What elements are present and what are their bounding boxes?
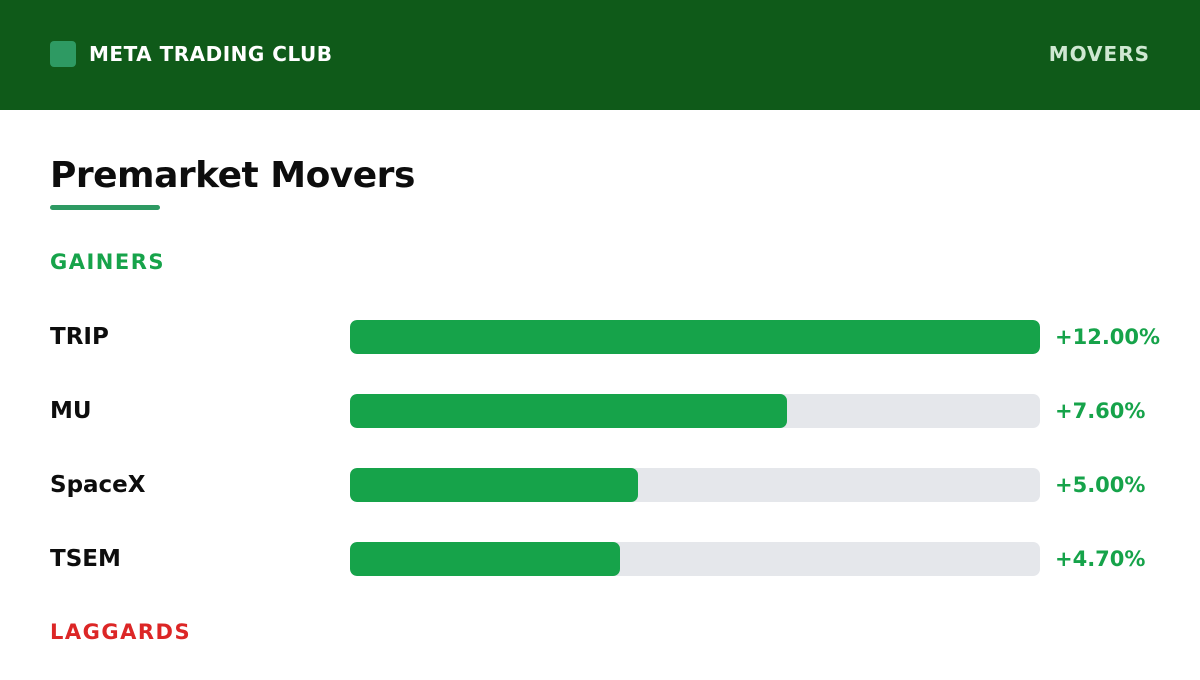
bar-track bbox=[350, 542, 1040, 576]
ticker-label: SpaceX bbox=[50, 472, 146, 498]
section-label-gainers: GAINERS bbox=[50, 250, 166, 274]
bar-track bbox=[350, 468, 1040, 502]
bar-fill bbox=[350, 320, 1040, 354]
mover-row: MU +7.60% bbox=[0, 394, 1200, 428]
ticker-label: TRIP bbox=[50, 324, 109, 350]
change-value: +7.60% bbox=[1055, 399, 1146, 423]
bar-fill bbox=[350, 542, 620, 576]
brand-logo-icon bbox=[50, 41, 76, 67]
ticker-label: TSEM bbox=[50, 546, 121, 572]
page-title: Premarket Movers bbox=[50, 155, 415, 196]
bar-fill bbox=[350, 468, 638, 502]
nav-movers-link[interactable]: MOVERS bbox=[1048, 42, 1150, 66]
ticker-label: MU bbox=[50, 398, 92, 424]
bar-track bbox=[350, 394, 1040, 428]
app-header: META TRADING CLUB MOVERS bbox=[0, 0, 1200, 110]
mover-row: TSEM +4.70% bbox=[0, 542, 1200, 576]
section-label-laggards: LAGGARDS bbox=[50, 620, 192, 644]
title-underline bbox=[50, 205, 160, 210]
change-value: +12.00% bbox=[1055, 325, 1161, 349]
mover-row: TRIP +12.00% bbox=[0, 320, 1200, 354]
bar-fill bbox=[350, 394, 787, 428]
bar-track bbox=[350, 320, 1040, 354]
mover-row: SpaceX +5.00% bbox=[0, 468, 1200, 502]
change-value: +4.70% bbox=[1055, 547, 1146, 571]
brand-name: META TRADING CLUB bbox=[89, 42, 333, 66]
change-value: +5.00% bbox=[1055, 473, 1146, 497]
